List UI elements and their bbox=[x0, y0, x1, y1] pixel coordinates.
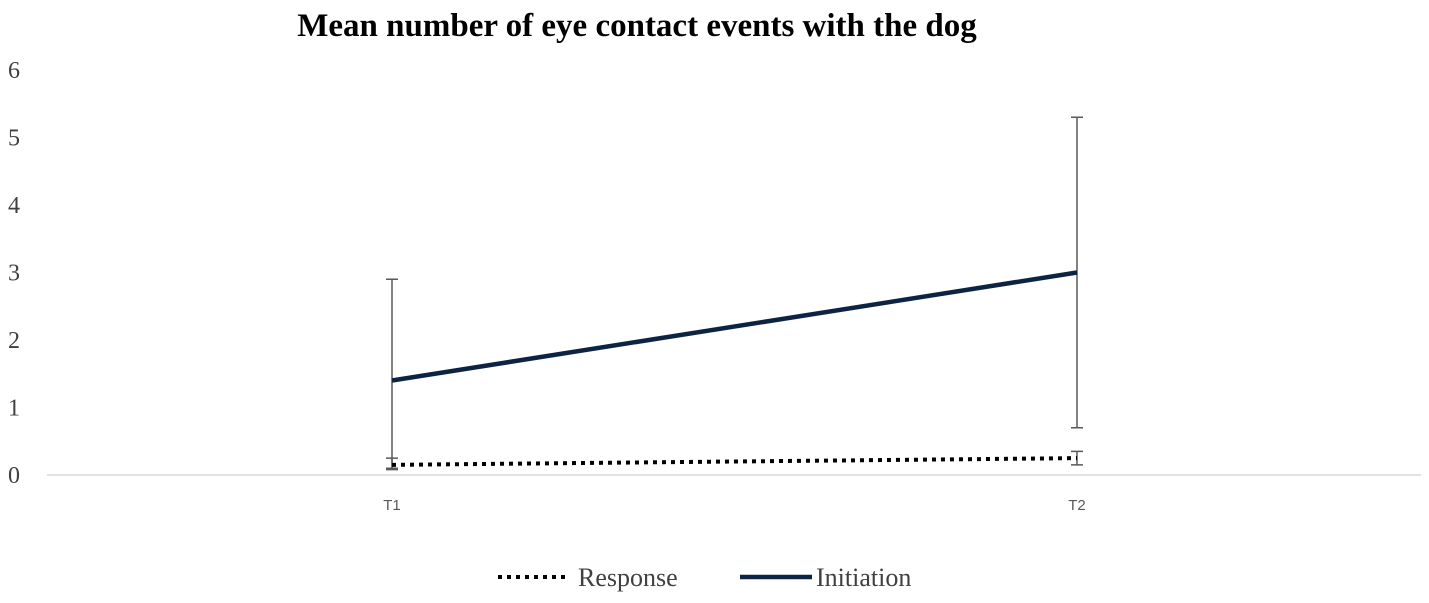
y-tick-label: 1 bbox=[8, 396, 20, 422]
y-tick-label: 3 bbox=[8, 261, 20, 287]
y-tick-label: 4 bbox=[8, 193, 20, 219]
y-tick-label: 2 bbox=[8, 328, 20, 354]
legend-label: Initiation bbox=[816, 563, 911, 592]
error-bars bbox=[386, 116, 1083, 471]
legend-item: Response bbox=[498, 563, 678, 592]
series-line-initiation bbox=[391, 270, 1078, 383]
y-tick-label: 5 bbox=[8, 126, 20, 152]
series-line-response bbox=[391, 456, 1078, 467]
legend-label: Response bbox=[578, 563, 678, 592]
series-lines bbox=[391, 270, 1078, 467]
y-axis-ticks: 0 1 2 3 4 5 6 bbox=[8, 58, 20, 489]
x-axis-ticks: T1 T2 bbox=[383, 497, 1086, 514]
x-tick-label: T1 bbox=[383, 497, 401, 514]
legend: Response Initiation bbox=[498, 563, 911, 592]
error-bar bbox=[386, 278, 398, 469]
y-tick-label: 6 bbox=[8, 58, 20, 84]
legend-item: Initiation bbox=[740, 563, 911, 592]
x-tick-label: T2 bbox=[1068, 497, 1086, 514]
y-tick-label: 0 bbox=[8, 463, 20, 489]
chart-title: Mean number of eye contact events with t… bbox=[297, 8, 977, 44]
